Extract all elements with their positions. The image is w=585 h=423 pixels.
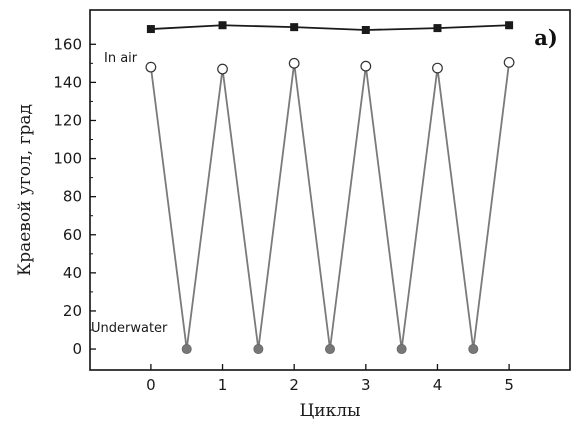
series-line-in-air [150,24,510,31]
x-tick-label: 3 [361,376,371,394]
point-open-circle [503,56,515,68]
y-tick-label: 60 [63,226,82,244]
series-line-cycling [150,62,510,350]
point-open-circle [360,60,372,72]
x-tick-label: 2 [289,376,299,394]
point-in-air [218,21,227,30]
point-filled-circle [181,344,192,355]
y-tick-label: 160 [53,35,82,53]
series-lines [150,24,510,350]
y-tick-label: 0 [72,340,82,358]
series-markers [145,21,515,355]
y-tick-label: 40 [63,264,82,282]
x-tick-label: 0 [146,376,156,394]
annotation-underwater: Underwater [91,321,168,336]
point-filled-circle [324,344,335,355]
y-tick-label: 120 [53,111,82,129]
x-axis-label: Циклы [299,401,360,421]
point-filled-circle [396,344,407,355]
y-tick-label: 80 [63,188,82,206]
point-in-air [433,24,442,33]
point-open-circle [432,62,443,74]
y-tick-label: 100 [53,150,82,168]
y-axis-label: Краевой угол, град [15,104,35,276]
y-tick-label: 140 [53,73,82,91]
x-tick-label: 1 [218,376,228,394]
x-tick-label: 5 [504,376,514,394]
point-filled-circle [468,344,479,355]
point-in-air [361,26,370,34]
point-filled-circle [253,344,264,355]
annotation-in-air: In air [104,51,138,66]
point-in-air [146,25,155,34]
point-in-air [505,21,514,30]
point-open-circle [288,57,300,69]
x-tick-label: 4 [433,376,443,394]
point-open-circle [217,63,228,75]
plot-frame [89,9,571,371]
axis-ticks: 0 1 2 3 4 5 0 20 40 60 80 100 120 140 160 [53,35,514,394]
point-in-air [290,23,299,32]
panel-label: a) [534,25,558,50]
y-tick-label: 20 [63,302,82,320]
point-open-circle [145,61,157,73]
